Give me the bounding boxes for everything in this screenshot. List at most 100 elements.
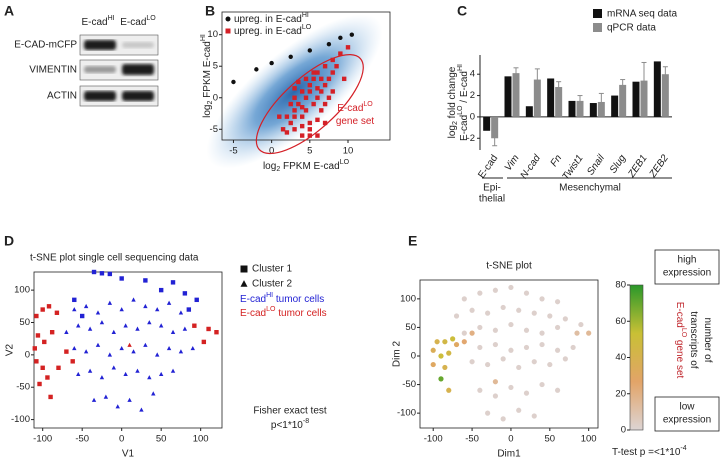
point bbox=[516, 307, 522, 313]
point bbox=[83, 303, 89, 309]
point bbox=[330, 70, 335, 75]
panel-letter: B bbox=[205, 3, 215, 19]
point bbox=[48, 394, 53, 400]
point bbox=[115, 404, 120, 409]
box-label: low bbox=[679, 402, 695, 413]
text-part: tumor cells bbox=[273, 294, 324, 305]
point bbox=[434, 339, 440, 345]
legend-swatch bbox=[593, 23, 602, 32]
point bbox=[178, 349, 184, 354]
legend-box bbox=[654, 249, 720, 285]
legend-swatch bbox=[240, 280, 248, 287]
colorbar-label: number of bbox=[702, 317, 713, 362]
point bbox=[485, 410, 491, 416]
point bbox=[166, 345, 172, 351]
point bbox=[554, 324, 561, 331]
y-tick-label: -50 bbox=[16, 382, 30, 393]
point bbox=[143, 278, 148, 283]
point bbox=[166, 300, 172, 305]
bar bbox=[491, 116, 499, 139]
point bbox=[158, 323, 164, 328]
point bbox=[91, 397, 97, 402]
legend-label: Cluster 2 bbox=[252, 279, 292, 290]
y-tick-label: -5 bbox=[210, 124, 218, 135]
point bbox=[326, 95, 332, 100]
point bbox=[231, 79, 236, 85]
point bbox=[322, 120, 328, 126]
point bbox=[214, 329, 219, 335]
annotation: E-cadLO bbox=[337, 101, 373, 113]
point bbox=[299, 123, 305, 129]
point bbox=[307, 127, 313, 132]
x-tick-label: 0 bbox=[119, 434, 124, 445]
point bbox=[182, 291, 188, 296]
point bbox=[319, 76, 324, 82]
y-axis-label: Dim 2 bbox=[392, 341, 403, 368]
point bbox=[292, 127, 297, 132]
text-part: HI bbox=[200, 34, 207, 41]
point bbox=[438, 376, 444, 382]
point bbox=[131, 297, 136, 302]
point bbox=[523, 344, 530, 351]
blot-band bbox=[84, 40, 116, 50]
point bbox=[76, 371, 81, 377]
point bbox=[42, 339, 47, 345]
text-part: HI bbox=[108, 15, 115, 22]
point bbox=[119, 276, 124, 281]
text-part: T-test p =<1*10 bbox=[612, 447, 681, 458]
colorbar-tick-label: 40 bbox=[615, 352, 626, 363]
point bbox=[554, 387, 561, 393]
point bbox=[562, 316, 568, 322]
point bbox=[288, 101, 293, 107]
point bbox=[299, 105, 305, 110]
point bbox=[135, 326, 140, 331]
point bbox=[170, 280, 176, 285]
y-tick-label: 10 bbox=[207, 29, 218, 40]
text-part: FPKM E-cad bbox=[202, 41, 213, 100]
point bbox=[586, 330, 592, 336]
point bbox=[539, 296, 545, 302]
legend-swatch bbox=[225, 16, 231, 22]
point bbox=[523, 327, 530, 333]
point bbox=[201, 339, 207, 345]
point bbox=[477, 290, 483, 296]
point bbox=[349, 32, 355, 37]
point bbox=[531, 359, 537, 365]
text-part: / E-cad bbox=[459, 71, 470, 105]
point bbox=[508, 347, 514, 353]
text-part: E-cad bbox=[240, 308, 266, 319]
text-part: HI bbox=[302, 12, 309, 19]
point bbox=[330, 89, 335, 94]
x-tick-label: 0 bbox=[269, 146, 274, 157]
x-tick-label: E-cad bbox=[476, 153, 500, 181]
point bbox=[99, 271, 105, 276]
point bbox=[284, 114, 290, 119]
point bbox=[303, 95, 309, 100]
point bbox=[95, 342, 101, 347]
point bbox=[87, 326, 93, 331]
y-tick-label: 0 bbox=[470, 111, 475, 122]
point bbox=[311, 70, 316, 75]
stats-note: Fisher exact test bbox=[253, 406, 327, 417]
point bbox=[131, 349, 136, 354]
point bbox=[485, 310, 491, 316]
point bbox=[508, 384, 514, 391]
bar bbox=[653, 61, 661, 117]
colorbar-label: transcripts of bbox=[688, 311, 699, 368]
bar bbox=[619, 84, 627, 117]
point bbox=[151, 391, 156, 396]
bar bbox=[568, 100, 576, 117]
point bbox=[119, 345, 124, 351]
point bbox=[500, 416, 506, 422]
y-axis-label: V2 bbox=[5, 343, 16, 356]
point bbox=[87, 368, 93, 373]
point bbox=[461, 296, 467, 302]
point bbox=[500, 304, 506, 311]
legend-label: upreg. in E-cadHI bbox=[234, 12, 309, 24]
row-label: ACTIN bbox=[47, 91, 77, 102]
point bbox=[45, 375, 50, 380]
group-label: thelial bbox=[479, 194, 505, 205]
colorbar-tick-label: 80 bbox=[615, 280, 626, 291]
column-header: E-cadHI bbox=[81, 15, 114, 27]
